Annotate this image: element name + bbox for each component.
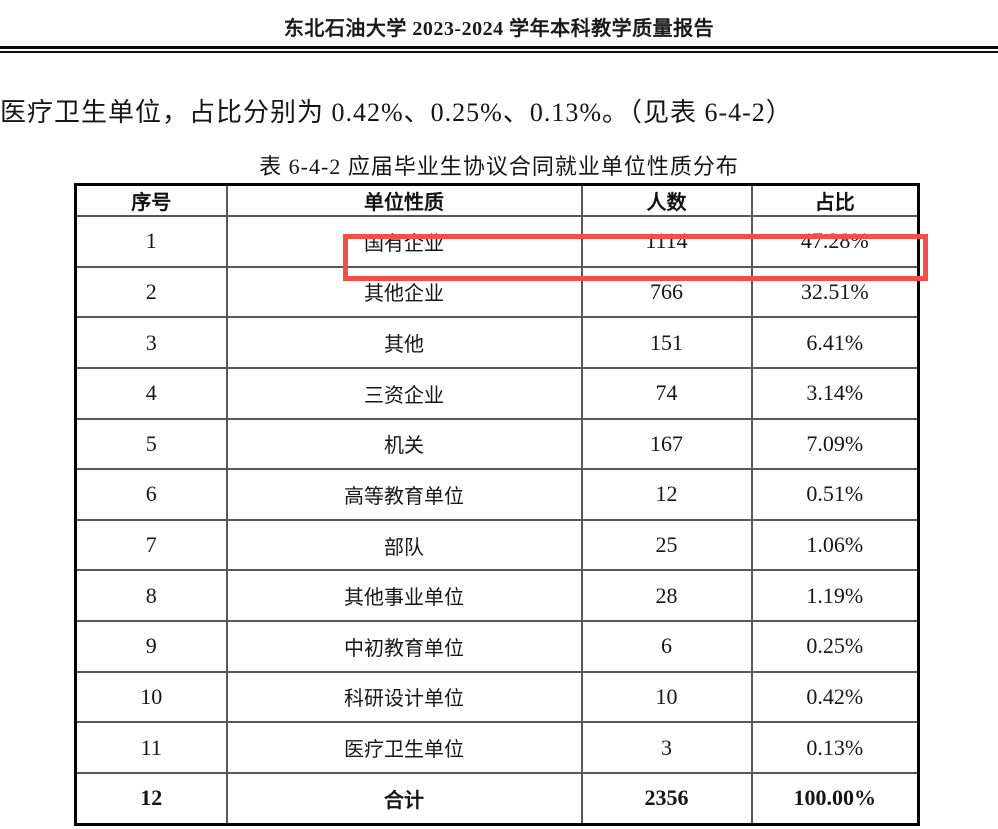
table-cell: 25 (580, 518, 753, 572)
table-row: 12 合计 2356 100.00% (74, 771, 920, 826)
table-cell: 47.28% (750, 215, 920, 268)
table-row: 1 国有企业 1114 47.28% (74, 215, 920, 268)
table-row: 3 其他 151 6.41% (74, 316, 920, 369)
table-cell: 10 (580, 670, 753, 724)
table-row: 6 高等教育单位 12 0.51% (74, 468, 920, 521)
table-row: 9 中初教育单位 6 0.25% (74, 620, 920, 673)
table-cell: 科研设计单位 (225, 670, 583, 724)
table-cell: 2356 (580, 771, 753, 826)
table-cell: 5 (74, 417, 228, 471)
table-cell: 4 (74, 366, 228, 420)
table-cell: 3 (74, 316, 228, 369)
table-cell: 1.06% (750, 518, 920, 572)
table-cell: 6 (580, 620, 753, 673)
table-header-cell: 序号 (74, 183, 228, 217)
report-table: 序号 单位性质 人数 占比 1 国有企业 1114 47.28% 2 其他企业 766 32.51%… (74, 183, 920, 826)
table-header-row: 序号 单位性质 人数 占比 (74, 183, 920, 217)
table-cell: 1.19% (750, 569, 920, 622)
table-row: 2 其他企业 766 32.51% (74, 265, 920, 319)
table-row: 7 部队 25 1.06% (74, 518, 920, 572)
table-cell: 766 (580, 265, 753, 319)
table-header: 序号 单位性质 人数 占比 (74, 183, 920, 217)
table-row: 11 医疗卫生单位 3 0.13% (74, 721, 920, 774)
table-caption: 表 6-4-2 应届毕业生协议合同就业单位性质分布 (259, 154, 739, 179)
table-cell: 28 (580, 569, 753, 622)
table-row: 5 机关 167 7.09% (74, 417, 920, 471)
table-cell: 100.00% (750, 771, 920, 826)
table-cell: 0.51% (750, 468, 920, 521)
table-cell: 6 (74, 468, 228, 521)
table-cell: 其他事业单位 (225, 569, 583, 622)
table-row: 10 科研设计单位 10 0.42% (74, 670, 920, 724)
table-cell: 11 (74, 721, 228, 774)
table-cell: 中初教育单位 (225, 620, 583, 673)
table-cell: 其他 (225, 316, 583, 369)
table-cell: 三资企业 (225, 366, 583, 420)
table-row: 8 其他事业单位 28 1.19% (74, 569, 920, 622)
table-cell: 7.09% (750, 417, 920, 471)
table-cell: 12 (580, 468, 753, 521)
table-cell: 151 (580, 316, 753, 369)
table-cell: 32.51% (750, 265, 920, 319)
header-double-rule (0, 46, 998, 53)
table-cell: 0.42% (750, 670, 920, 724)
table-cell: 机关 (225, 417, 583, 471)
table-cell: 2 (74, 265, 228, 319)
table-cell: 8 (74, 569, 228, 622)
table-cell: 国有企业 (225, 215, 583, 268)
table-cell: 74 (580, 366, 753, 420)
table-cell: 1114 (580, 215, 753, 268)
body-paragraph: 医疗卫生单位，占比分别为 0.42%、0.25%、0.13%。（见表 6-4-2… (0, 98, 793, 127)
table-row: 4 三资企业 74 3.14% (74, 366, 920, 420)
table-header-cell: 占比 (750, 183, 920, 217)
table-cell: 0.25% (750, 620, 920, 673)
table-cell: 167 (580, 417, 753, 471)
table-cell: 6.41% (750, 316, 920, 369)
table-cell: 其他企业 (225, 265, 583, 319)
table-body: 1 国有企业 1114 47.28% 2 其他企业 766 32.51% 3 其他 151 6.41%… (74, 215, 920, 826)
table-cell: 3.14% (750, 366, 920, 420)
table-header-cell: 单位性质 (225, 183, 583, 217)
table-cell: 3 (580, 721, 753, 774)
page-header-title: 东北石油大学 2023-2024 学年本科教学质量报告 (283, 18, 715, 40)
table-cell: 医疗卫生单位 (225, 721, 583, 774)
table-cell: 部队 (225, 518, 583, 572)
table-cell: 9 (74, 620, 228, 673)
table-cell: 12 (74, 771, 228, 826)
table-cell: 高等教育单位 (225, 468, 583, 521)
table-cell: 7 (74, 518, 228, 572)
table-cell: 合计 (225, 771, 583, 826)
table-cell: 10 (74, 670, 228, 724)
table-cell: 0.13% (750, 721, 920, 774)
table-cell: 1 (74, 215, 228, 268)
table-header-cell: 人数 (580, 183, 753, 217)
